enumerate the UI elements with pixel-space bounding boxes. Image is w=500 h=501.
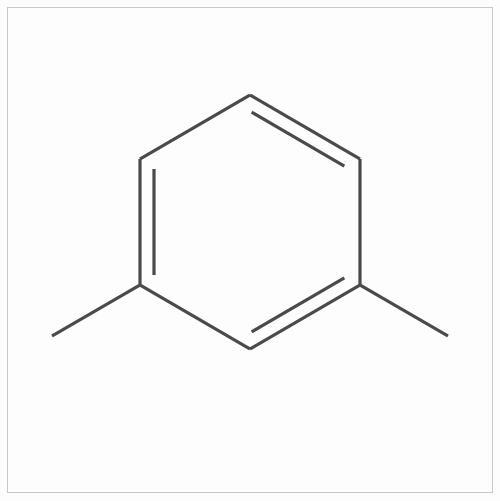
molecule-diagram xyxy=(1,1,500,501)
bond-line xyxy=(52,285,140,336)
bond-line xyxy=(250,95,360,159)
image-frame xyxy=(7,7,493,493)
bond-line xyxy=(250,285,360,349)
bond-line xyxy=(360,285,448,336)
bond-line xyxy=(252,112,345,166)
bond-line xyxy=(140,285,250,349)
bond-line xyxy=(140,95,250,159)
bond-line xyxy=(252,278,345,332)
